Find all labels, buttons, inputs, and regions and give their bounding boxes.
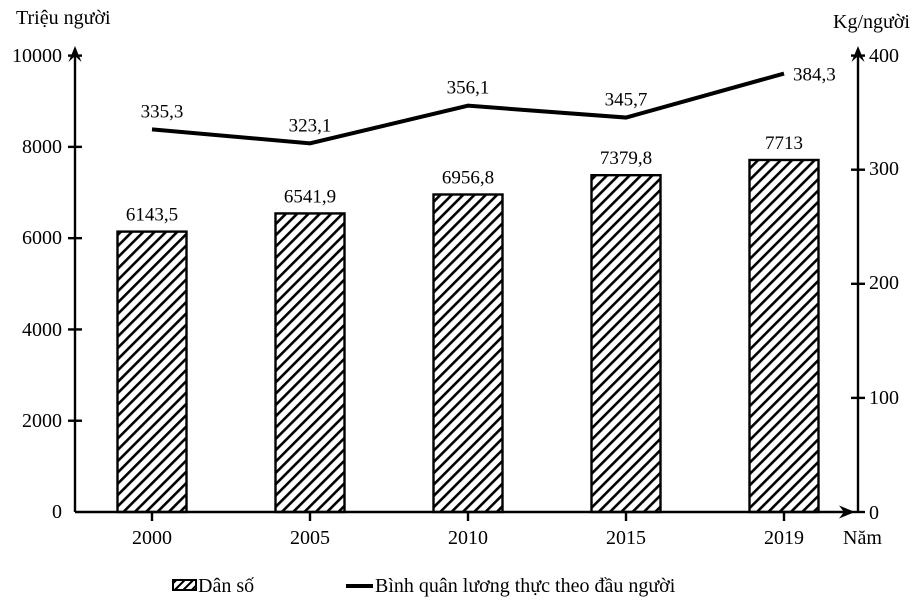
bar-2000 [116, 230, 188, 514]
x-tick-label-2015: 2015 [606, 527, 646, 549]
left-tick-label-6000: 6000 [22, 227, 62, 249]
food-per-capita-line [151, 71, 785, 146]
left-tick-label-2000: 2000 [22, 410, 62, 432]
x-tick-label-2000: 2000 [132, 527, 172, 549]
left-tick-label-4000: 4000 [22, 319, 62, 341]
legend-swatch-food-per-capita [346, 584, 373, 588]
legend-label-food-per-capita: Bình quân lương thực theo đầu người [375, 575, 676, 597]
x-axis-arrowhead [839, 505, 855, 519]
x-axis-title: Năm [843, 527, 882, 549]
line-label-2015: 345,7 [605, 90, 648, 111]
left-tick-label-8000: 8000 [22, 136, 62, 158]
left-axis-arrowhead [68, 46, 82, 62]
bar-2015 [590, 173, 662, 514]
line-label-2010: 356,1 [447, 78, 490, 99]
bar-label-2005: 6541,9 [284, 186, 336, 207]
bar-2019 [748, 158, 820, 514]
line-label-2000: 335,3 [141, 101, 184, 122]
line-label-2019: 384,3 [793, 65, 836, 86]
bar-label-2010: 6956,8 [442, 167, 494, 188]
bar-label-2019: 7713 [765, 133, 803, 154]
right-tick-label-100: 100 [869, 387, 899, 409]
left-tick-label-10000: 10000 [12, 45, 62, 67]
right-axis-arrowhead [851, 46, 865, 62]
bar-label-2000: 6143,5 [126, 205, 178, 226]
line-label-2005: 323,1 [289, 115, 332, 136]
bar-label-2015: 7379,8 [600, 148, 652, 169]
left-tick-label-0: 0 [52, 501, 62, 523]
x-tick-label-2005: 2005 [290, 527, 330, 549]
left-axis-title: Triệu người [16, 7, 111, 29]
bar-2005 [274, 212, 346, 514]
right-axis-title: Kg/người [833, 11, 910, 33]
legend-swatch-population [172, 579, 197, 591]
legend-label-population: Dân số [198, 575, 255, 597]
right-tick-label-0: 0 [869, 502, 879, 524]
bar-2010 [432, 193, 504, 514]
right-tick-label-300: 300 [869, 158, 899, 180]
x-tick-label-2010: 2010 [448, 527, 488, 549]
x-tick-label-2019: 2019 [764, 527, 804, 549]
right-tick-label-400: 400 [869, 45, 899, 67]
right-tick-label-200: 200 [869, 272, 899, 294]
